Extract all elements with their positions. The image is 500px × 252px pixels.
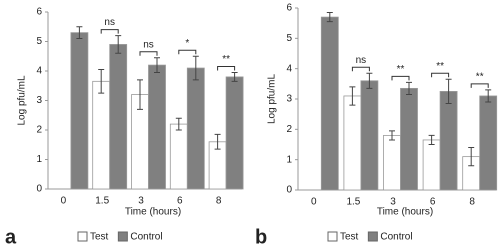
x-tick-label: 6 [430,197,436,208]
error-bar [326,12,333,23]
panel-label: a [5,226,17,248]
bar [383,134,401,191]
error-bar [485,89,492,103]
significance-bracket [391,75,410,81]
significance-bracket [351,66,370,72]
error-bar [115,35,122,54]
legend-swatch [117,231,128,242]
significance-bracket [100,29,119,34]
bar [400,87,418,191]
bar [225,76,244,190]
x-tick-label: 0 [61,196,67,207]
error-bar [349,86,356,106]
significance-label: ** [436,61,444,72]
x-tick-label: 0 [311,197,317,208]
error-bar [98,69,105,94]
bar [109,44,128,190]
y-tick-label: 6 [286,3,292,14]
error-bar [406,81,412,95]
bar [186,67,205,190]
x-tick-label: 1.5 [95,196,109,207]
bar [320,16,339,191]
error-bar [389,130,395,141]
legend-label: Test [340,232,359,243]
legend-swatch [77,231,88,242]
bar [343,95,362,191]
significance-label: * [185,38,189,49]
y-tick-label: 1 [286,154,292,165]
y-tick-label: 6 [36,7,42,18]
bar [70,32,89,190]
error-bar [154,57,160,73]
error-bar [192,55,199,81]
legend-swatch [327,231,338,242]
bar [479,95,498,191]
y-tick-label: 4 [36,66,42,77]
significance-label: ** [397,64,405,75]
error-bar [428,134,435,145]
panel-label: b [255,226,267,248]
x-tick-label: 3 [138,196,144,207]
legend-label: Control [380,232,412,243]
error-bar [468,147,475,167]
y-tick-label: 2 [36,125,42,136]
bar [92,80,111,190]
significance-label: ** [476,72,484,83]
error-bar [76,26,83,40]
legend-swatch [367,231,378,242]
significance-bracket [470,83,489,88]
significance-label: ns [104,17,115,28]
x-tick-label: 8 [216,196,222,207]
x-axis-label: Time (hours) [377,207,433,218]
bar [422,139,441,191]
x-tick-label: 1.5 [346,197,360,208]
x-axis-label: Time (hours) [125,207,181,218]
bar [439,91,458,191]
y-tick-label: 3 [286,94,292,105]
x-tick-label: 8 [469,197,475,208]
bar [148,64,166,190]
y-tick-label: 0 [286,185,292,196]
significance-label: ns [143,39,154,50]
legend-label: Control [130,232,162,243]
bar [169,123,188,190]
y-tick-label: 1 [36,154,42,165]
significance-bracket [139,51,158,56]
error-bar [366,72,373,89]
y-tick-label: 5 [36,36,42,47]
y-tick-label: 0 [36,184,42,195]
x-tick-label: 6 [177,196,183,207]
y-tick-label: 4 [286,63,292,74]
y-tick-label: 5 [286,33,292,44]
bar [360,80,379,191]
y-tick-label: 2 [286,124,292,135]
error-bar [445,78,452,105]
significance-label: ** [222,54,230,65]
significance-label: ns [356,55,367,66]
error-bar [175,117,182,131]
significance-bracket [431,72,450,78]
x-tick-label: 3 [390,197,396,208]
error-bar [214,133,221,150]
error-bar [137,79,143,110]
y-axis-label: Log pfu/mL [17,75,28,125]
significance-bracket [217,65,236,71]
significance-bracket [178,49,197,55]
error-bar [231,71,238,82]
legend-label: Test [90,232,109,243]
y-tick-label: 3 [36,95,42,106]
y-axis-label: Log pfu/mL [267,74,278,124]
